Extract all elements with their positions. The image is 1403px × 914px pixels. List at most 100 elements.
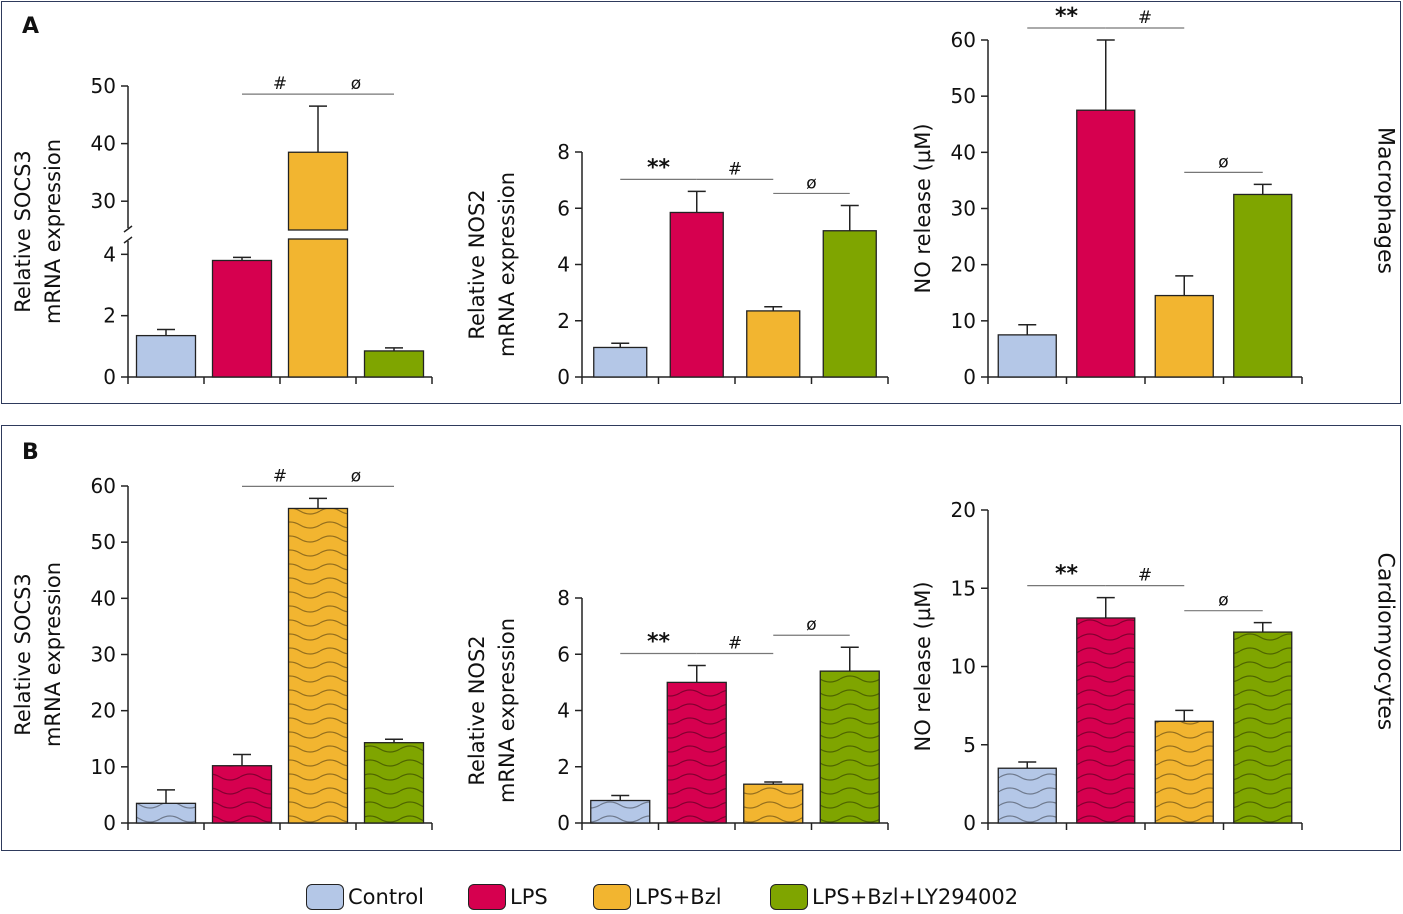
legend-swatch-lps-bzl-ly bbox=[770, 884, 808, 910]
significance-label: ø bbox=[1218, 591, 1228, 611]
y-tick-label: 20 bbox=[951, 498, 976, 522]
bar-a2-3 bbox=[822, 230, 877, 378]
y-axis-label: mRNA expression bbox=[41, 562, 65, 747]
bar-b2-0 bbox=[590, 799, 651, 824]
significance-label: # bbox=[1138, 566, 1152, 586]
y-tick-label: 4 bbox=[557, 253, 570, 277]
significance-label: ø bbox=[1218, 152, 1228, 172]
y-tick-label: 0 bbox=[557, 811, 570, 835]
y-tick-label: 60 bbox=[91, 474, 116, 498]
significance-label: # bbox=[1138, 8, 1152, 28]
y-axis-label: Relative SOCS3 bbox=[11, 150, 35, 313]
bar-a1-3 bbox=[363, 350, 425, 378]
y-tick-label: 20 bbox=[91, 699, 116, 723]
bar-b3-3 bbox=[1233, 631, 1293, 824]
chart-b2: 0 2 4 6 8 Relative NOS2 mRNA expression ** # ø bbox=[465, 586, 889, 835]
y-axis-label: NO release (µM) bbox=[911, 581, 935, 751]
legend-label-control: Control bbox=[348, 885, 424, 909]
y-tick-label: 30 bbox=[91, 643, 116, 667]
y-tick-label: 0 bbox=[103, 811, 116, 835]
bar-b3-1 bbox=[1076, 617, 1136, 824]
y-axis-label: mRNA expression bbox=[495, 172, 519, 357]
y-tick-label: 8 bbox=[557, 140, 570, 164]
y-tick-label: 50 bbox=[91, 530, 116, 554]
legend-label-lps: LPS bbox=[510, 885, 548, 909]
panel-a-macrophages bbox=[1, 1, 1401, 404]
y-axis-label: Relative SOCS3 bbox=[11, 573, 35, 736]
bar-a1-2-upper bbox=[287, 151, 349, 231]
axis-break-mark bbox=[123, 225, 133, 233]
significance-label: ** bbox=[1055, 562, 1079, 587]
y-tick-label: 15 bbox=[951, 576, 976, 600]
bar-a2-0 bbox=[593, 346, 648, 378]
bar-a3-0 bbox=[997, 334, 1057, 378]
bar-a2-2 bbox=[746, 310, 801, 378]
bar-a1-2 bbox=[287, 238, 349, 378]
y-tick-label: 0 bbox=[963, 365, 976, 389]
y-tick-label: 2 bbox=[557, 755, 570, 779]
y-axis-label: mRNA expression bbox=[41, 139, 65, 324]
legend-label-lps-bzl: LPS+Bzl bbox=[635, 885, 722, 909]
legend-item-control: Control bbox=[306, 884, 424, 910]
y-tick-label: 0 bbox=[963, 811, 976, 835]
y-tick-label: 20 bbox=[951, 253, 976, 277]
y-axis-label: Relative NOS2 bbox=[465, 635, 489, 785]
y-tick-label: 50 bbox=[91, 74, 116, 98]
legend-item-lps-bzl: LPS+Bzl bbox=[593, 884, 722, 910]
significance-label: # bbox=[728, 159, 742, 179]
bar-b2-2 bbox=[743, 783, 804, 824]
significance-label: # bbox=[273, 74, 287, 94]
bar-a1-0 bbox=[135, 334, 197, 378]
y-tick-label: 4 bbox=[103, 242, 116, 266]
panel-b-cardiomyocytes bbox=[1, 425, 1401, 851]
legend: Control LPS LPS+Bzl LPS+Bzl+LY294002 bbox=[0, 884, 1403, 914]
legend-swatch-lps bbox=[468, 884, 506, 910]
y-tick-label: 0 bbox=[557, 365, 570, 389]
y-tick-label: 40 bbox=[91, 132, 116, 156]
bar-b2-3 bbox=[819, 670, 880, 824]
bar-b3-0 bbox=[997, 767, 1057, 824]
bar-a3-1 bbox=[1076, 109, 1136, 378]
y-tick-label: 0 bbox=[103, 365, 116, 389]
legend-swatch-control bbox=[306, 884, 344, 910]
chart-b1: 0 10 20 30 40 50 60 Relative SOCS3 mRNA expressi… bbox=[11, 466, 433, 835]
bar-b1-0 bbox=[135, 802, 197, 824]
y-tick-label: 8 bbox=[557, 586, 570, 610]
legend-item-lps-bzl-ly: LPS+Bzl+LY294002 bbox=[770, 884, 1018, 910]
bar-b2-1 bbox=[666, 681, 727, 824]
y-tick-label: 10 bbox=[951, 309, 976, 333]
y-tick-label: 10 bbox=[951, 655, 976, 679]
y-tick-label: 5 bbox=[963, 733, 976, 757]
bar-a2-1 bbox=[669, 211, 724, 378]
y-axis-label: Relative NOS2 bbox=[465, 189, 489, 339]
significance-label: ** bbox=[647, 155, 671, 180]
significance-label: # bbox=[728, 634, 742, 654]
significance-label: # bbox=[273, 466, 287, 486]
bar-a3-2 bbox=[1154, 294, 1214, 378]
chart-a2: 0 2 4 6 8 Relative NOS2 mRNA expression ** # ø bbox=[465, 140, 889, 389]
y-tick-label: 6 bbox=[557, 642, 570, 666]
panel-b-letter: B bbox=[22, 440, 39, 465]
y-axis-label: NO release (µM) bbox=[911, 123, 935, 293]
chart-b3: 0 5 10 15 20 NO release (µM) ** # ø bbox=[911, 498, 1303, 835]
bar-a1-1 bbox=[211, 259, 273, 378]
bar-b1-2 bbox=[287, 507, 349, 824]
significance-label: ** bbox=[647, 630, 671, 655]
chart-a3: 0 10 20 30 40 50 60 NO release (µM) ** # ø bbox=[911, 4, 1303, 389]
significance-label: ø bbox=[806, 173, 816, 193]
legend-swatch-lps-bzl bbox=[593, 884, 631, 910]
significance-label: ø bbox=[351, 466, 361, 486]
bar-b1-3 bbox=[363, 742, 425, 824]
significance-label: ø bbox=[351, 74, 361, 94]
bar-b3-2 bbox=[1154, 720, 1214, 824]
y-tick-label: 50 bbox=[951, 84, 976, 108]
y-tick-label: 10 bbox=[91, 755, 116, 779]
y-axis-label: mRNA expression bbox=[495, 618, 519, 803]
y-tick-label: 2 bbox=[103, 304, 116, 328]
y-tick-label: 30 bbox=[91, 189, 116, 213]
bar-b1-1 bbox=[211, 765, 273, 824]
y-tick-label: 2 bbox=[557, 309, 570, 333]
chart-a1: 0 2 4 30 40 50 Relative SOCS3 mRNA expression # ø bbox=[11, 74, 433, 389]
y-tick-label: 40 bbox=[951, 140, 976, 164]
